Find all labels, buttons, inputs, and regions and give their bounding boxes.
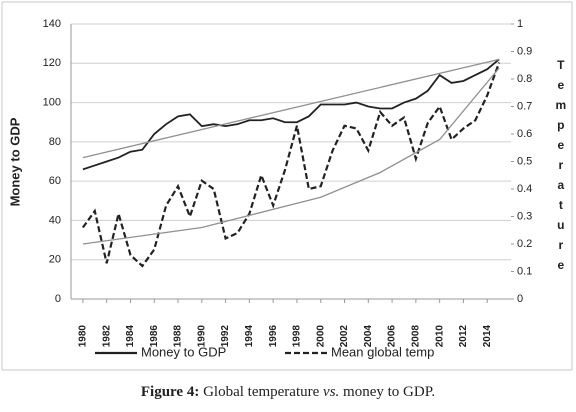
y2-tick-label: 0.3 (517, 210, 532, 222)
x-tick-label: 1982 (101, 325, 112, 348)
caption: Figure 4: Global temperature vs. money t… (141, 384, 435, 400)
y2-tick-label: 0.5 (517, 155, 532, 167)
y-tick-label: 120 (43, 57, 61, 69)
y-tick-label: 100 (43, 96, 61, 108)
x-tick-label: 2010 (434, 325, 445, 348)
x-tick-label: 2000 (315, 325, 326, 348)
caption-label: Figure 4: (141, 384, 199, 400)
x-tick-label: 1986 (149, 325, 160, 348)
y2-tick-label: 0.6 (517, 128, 532, 140)
x-tick-label: 1996 (268, 325, 279, 348)
caption-emphasis: vs. (323, 384, 339, 400)
y-tick-label: 20 (49, 254, 61, 266)
legend-label: Mean global temp (331, 344, 434, 359)
chart-frame (1, 1, 573, 371)
x-tick-label: 2014 (482, 325, 493, 348)
caption-text: money to GDP. (339, 384, 435, 400)
x-tick-label: 1980 (78, 325, 89, 348)
y-tick-label: 60 (49, 175, 61, 187)
y2-tick-label: 0.7 (517, 100, 532, 112)
caption-text: Global temperature (199, 384, 323, 400)
y2-tick-label: 0.8 (517, 73, 532, 85)
y-axis-label: Money to GDP (7, 117, 22, 206)
y2-tick-label: 0.9 (517, 45, 532, 57)
trend-line (82, 58, 500, 159)
data-line (82, 58, 500, 171)
x-tick-label: 2002 (339, 325, 350, 348)
x-tick-label: 1984 (125, 325, 136, 348)
x-tick-label: 1994 (244, 325, 255, 348)
y-tick-label: 40 (49, 214, 61, 226)
y-tick-label: 0 (55, 293, 61, 305)
y2-tick-label: 1 (517, 18, 523, 30)
x-tick-label: 2012 (458, 325, 469, 348)
x-tick-label: 1998 (292, 325, 303, 348)
y2-tick-label: 0.1 (517, 265, 532, 277)
x-tick-label: 1988 (173, 325, 184, 348)
data-line (81, 62, 501, 268)
y-tick-label: 140 (43, 18, 61, 30)
y2-tick-label: 0 (517, 293, 523, 305)
x-tick-label: 1992 (220, 325, 231, 348)
x-tick-label: 2004 (363, 325, 374, 348)
x-tick-label: 1990 (196, 325, 207, 348)
y2-tick-label: 0.2 (517, 238, 532, 250)
y-tick-label: 80 (49, 136, 61, 148)
x-tick-label: 2008 (411, 325, 422, 348)
legend-label: Money to GDP (141, 344, 226, 359)
trend-line (82, 67, 500, 245)
y2-tick-label: 0.4 (517, 183, 532, 195)
y2-axis-label: Temperature (554, 58, 568, 278)
x-tick-label: 2006 (387, 325, 398, 348)
